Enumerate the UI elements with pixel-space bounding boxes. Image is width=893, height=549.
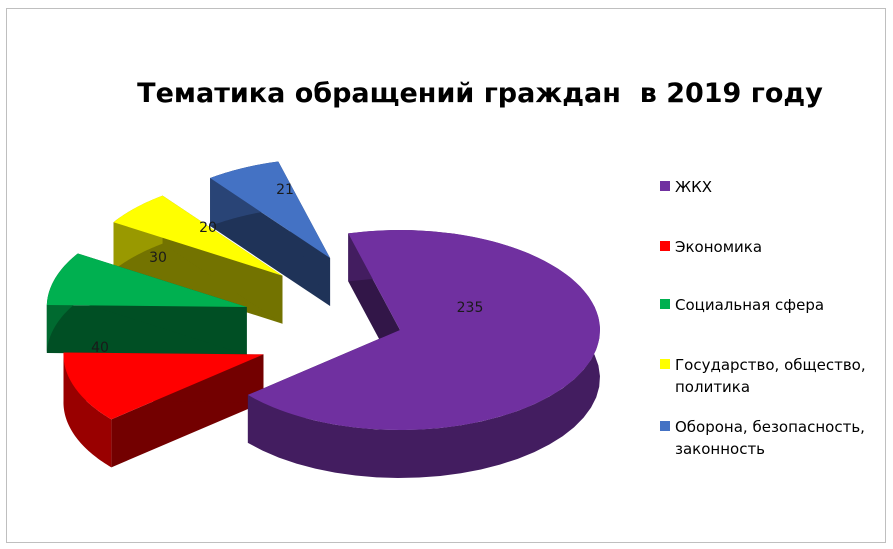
legend-swatch-defense — [660, 421, 670, 431]
legend-item-state: Государство, общество, политика — [660, 354, 890, 398]
pie-slice-state-top — [113, 195, 283, 276]
legend-label-zhkh: ЖКХ — [675, 178, 713, 196]
chart-title: Тематика обращений граждан в 2019 году — [137, 78, 823, 109]
pie-slice-defense — [210, 161, 331, 307]
pie-slice-defense-top — [210, 161, 331, 259]
legend-swatch-economics — [660, 241, 670, 251]
legend-swatch-state — [660, 359, 670, 369]
pie-slice-economics-side — [63, 352, 112, 468]
pie-slice-zhkh-top — [247, 230, 601, 431]
legend-item-defense: Оборона, безопасность, законность — [660, 416, 890, 460]
pie-slice-social — [46, 253, 247, 355]
data-label-state: 20 — [199, 220, 217, 236]
pie-slice-state — [113, 195, 283, 324]
pie-slice-economics-top — [63, 352, 264, 420]
data-label-zhkh: 235 — [457, 300, 484, 316]
pie-slice-state-wall-0 — [113, 222, 283, 324]
legend-item-zhkh: ЖКХ — [660, 176, 890, 198]
legend-swatch-social — [660, 299, 670, 309]
pie-slice-social-top — [46, 253, 247, 307]
legend-label-economics: Экономика — [675, 238, 763, 256]
data-label-economics: 40 — [91, 340, 109, 356]
data-label-defense: 21 — [276, 182, 294, 198]
legend-swatch-zhkh — [660, 181, 670, 191]
data-label-social: 30 — [149, 250, 167, 266]
legend-label-defense: Оборона, безопасность, законность — [675, 418, 865, 458]
pie-slice-zhkh — [247, 230, 601, 478]
legend-label-social: Социальная сфера — [675, 296, 825, 314]
pie-slice-economics — [63, 352, 264, 468]
legend-item-social: Социальная сфера — [660, 294, 890, 316]
legend-label-state: Государство, общество, политика — [675, 356, 866, 396]
legend-item-economics: Экономика — [660, 236, 890, 258]
